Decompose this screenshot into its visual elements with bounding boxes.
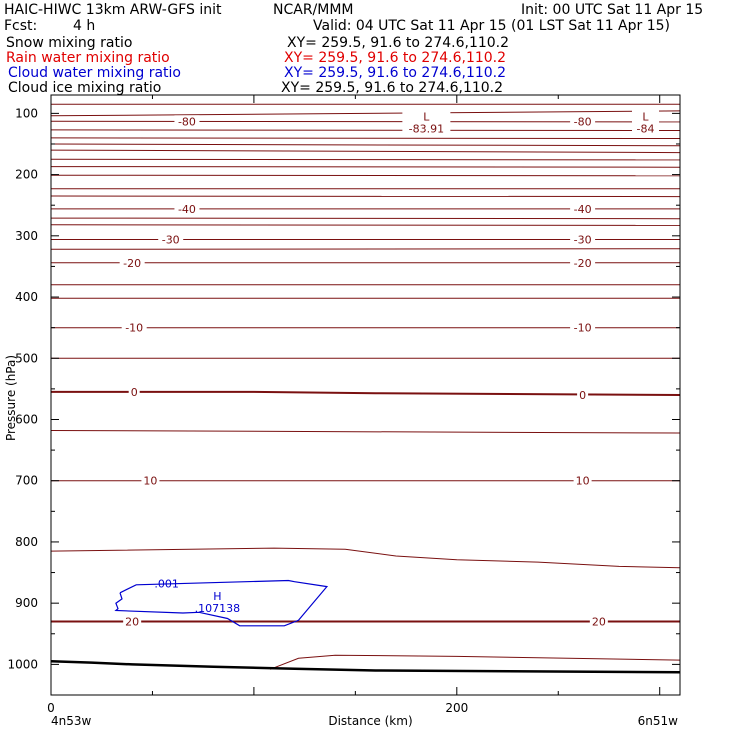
init-time: Init: 00 UTC Sat 11 Apr 15 xyxy=(521,2,704,18)
isotherm-line xyxy=(50,174,681,177)
isotherm-labels: -80 -80 -40 -40 -30 -30 -20 -20 -10 -10 0 0 10 10 20 20 xyxy=(119,115,608,629)
x-tick-label: 0 xyxy=(47,701,55,715)
field-name-snow: Snow mixing ratio xyxy=(6,35,133,51)
min-max-markers: L-83.91L-84 xyxy=(402,109,660,136)
isotherm-label-bg xyxy=(570,233,596,246)
isotherm-label-bg xyxy=(570,115,596,128)
field-name-cloud-ice: Cloud ice mixing ratio xyxy=(8,80,162,96)
isotherm-label-bg xyxy=(158,233,184,246)
terrain-surface-line xyxy=(50,660,681,674)
min-marker-value: -83.91 xyxy=(409,123,444,136)
isotherm-label: 10 xyxy=(576,475,590,488)
plot-frame xyxy=(50,94,681,696)
isotherm-label: -40 xyxy=(178,203,196,216)
isotherm-label-bg xyxy=(121,321,147,334)
org-label: NCAR/MMM xyxy=(273,2,354,18)
model-title: HAIC-HIWC 13km ARW-GFS init xyxy=(4,2,222,18)
isotherm-label-bg xyxy=(577,389,589,401)
y-tick-label: 900 xyxy=(15,596,38,610)
isotherm-label: -30 xyxy=(162,233,180,246)
isotherm-line xyxy=(50,137,681,139)
isotherm-label-bg xyxy=(589,615,608,628)
isotherm-label-bg xyxy=(573,474,592,487)
isotherm-label-bg xyxy=(570,256,596,269)
isotherm-line xyxy=(51,390,681,396)
cloud-water-max-value: .107138 xyxy=(195,602,241,615)
isotherm-label: 0 xyxy=(579,389,586,402)
min-marker-bg xyxy=(402,109,451,134)
isotherm-line xyxy=(50,129,681,131)
x-end-location: 6n51w xyxy=(638,714,679,728)
fcst-label: Fcst: xyxy=(4,18,38,34)
field-xy-snow: XY= 259.5, 91.6 to 274.6,110.2 xyxy=(287,35,510,51)
y-tick-label: 700 xyxy=(15,474,38,488)
isotherm-line xyxy=(50,248,681,250)
field-name-cloud-water: Cloud water mixing ratio xyxy=(8,65,181,81)
isotherm-label-bg xyxy=(128,385,140,398)
isotherm-label-bg xyxy=(174,115,200,128)
min-marker-letter: L xyxy=(642,111,649,124)
field-xy-cloud-ice: XY= 259.5, 91.6 to 274.6,110.2 xyxy=(281,80,504,96)
isotherm-label: -20 xyxy=(574,257,592,270)
isotherm-line xyxy=(50,110,681,117)
cloud-water-contour: .001 H.107138 xyxy=(114,578,329,627)
isotherm-line xyxy=(50,195,681,198)
isotherm-label: 0 xyxy=(131,386,138,399)
isotherm-label-bg xyxy=(174,202,200,215)
valid-time: Valid: 04 UTC Sat 11 Apr 15 (01 LST Sat … xyxy=(313,18,671,34)
min-marker-value: -84 xyxy=(637,123,655,136)
isotherm-line xyxy=(50,143,681,147)
isotherm-label: -10 xyxy=(125,322,143,335)
fcst-value: 4 h xyxy=(73,18,96,34)
min-marker-letter: L xyxy=(423,111,430,124)
x-axis-label: Distance (km) xyxy=(328,714,412,728)
min-marker-bg xyxy=(632,109,660,134)
y-tick-label: 500 xyxy=(15,351,38,365)
y-tick-label: 600 xyxy=(15,412,38,426)
isotherm-line xyxy=(50,149,681,154)
y-tick-label: 200 xyxy=(15,168,38,182)
cloud-water-label: .001 xyxy=(154,578,179,591)
y-tick-label: 400 xyxy=(15,290,38,304)
cloud-water-line xyxy=(114,579,329,627)
isotherm-label: -40 xyxy=(574,203,592,216)
isotherm-label-bg xyxy=(141,474,160,487)
isotherm-line xyxy=(269,654,681,670)
isotherm-label: 20 xyxy=(592,616,606,629)
terrain-line xyxy=(50,660,681,674)
x-tick-label: 200 xyxy=(445,701,468,715)
field-xy-rain: XY= 259.5, 91.6 to 274.6,110.2 xyxy=(284,50,507,66)
field-name-rain: Rain water mixing ratio xyxy=(6,50,170,66)
isotherm-label: 20 xyxy=(125,616,139,629)
isotherm-label: -20 xyxy=(123,257,141,270)
isotherm-label-bg xyxy=(123,615,142,628)
y-tick-label: 300 xyxy=(15,229,38,243)
isotherm-label: -30 xyxy=(574,233,592,246)
isotherm-label: 10 xyxy=(143,475,157,488)
cloud-water-max-letter: H xyxy=(213,590,221,603)
isotherm-line xyxy=(50,430,681,434)
isotherm-label: -80 xyxy=(574,115,592,128)
isotherm-line xyxy=(50,158,681,161)
isotherm-line xyxy=(50,547,681,569)
y-tick-label: 100 xyxy=(15,106,38,120)
y-tick-label: 800 xyxy=(15,535,38,549)
isotherm-label-bg xyxy=(570,321,596,334)
y-axis-label: Pressure (hPa) xyxy=(4,355,18,441)
field-xy-cloud-water: XY= 259.5, 91.6 to 274.6,110.2 xyxy=(284,65,507,81)
isotherm-line xyxy=(50,166,681,168)
isotherm-label-bg xyxy=(570,202,596,215)
x-start-location: 4n53w xyxy=(51,714,92,728)
y-tick-label: 1000 xyxy=(7,657,38,671)
isotherm-line xyxy=(50,217,681,220)
isotherm-label: -80 xyxy=(178,115,196,128)
isotherm-line xyxy=(50,224,681,226)
isotherm-label: -10 xyxy=(574,322,592,335)
isotherm-label-bg xyxy=(119,256,145,269)
